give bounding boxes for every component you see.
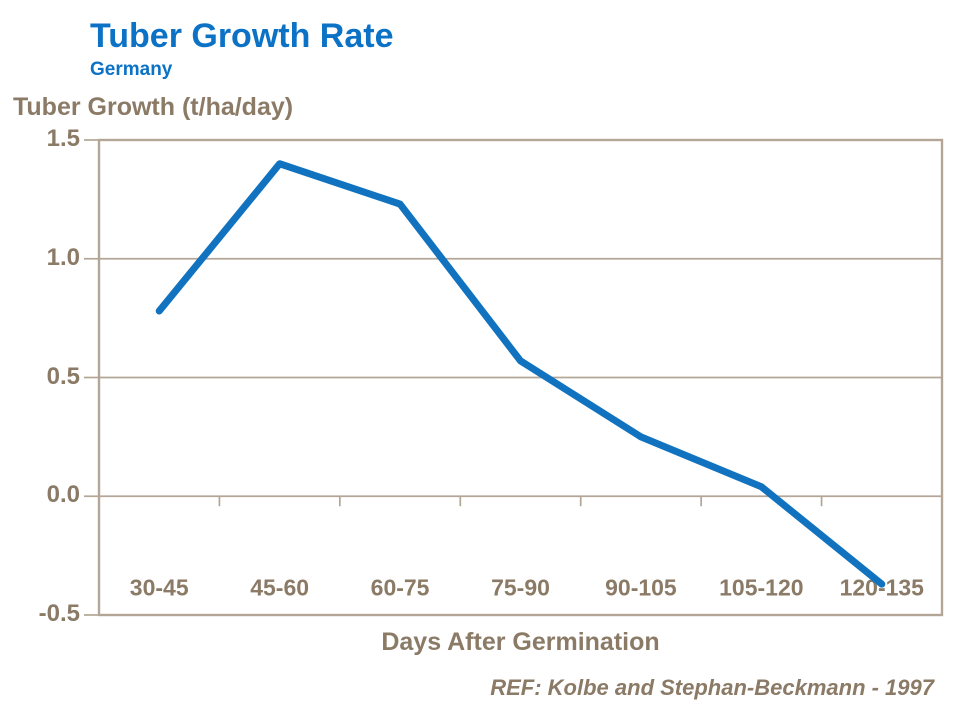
- y-tick-label: 1.0: [46, 243, 80, 271]
- x-axis-title: Days After Germination: [381, 628, 660, 656]
- x-tick-label: 120-135: [839, 574, 924, 601]
- y-axis-title: Tuber Growth (t/ha/day): [13, 93, 294, 121]
- axis-tick-marks: [84, 139, 823, 616]
- x-tick-label: 105-120: [719, 574, 804, 601]
- y-tick-label: 0.5: [46, 362, 80, 390]
- x-tick-label: 90-105: [605, 574, 677, 601]
- x-tick-label: 60-75: [370, 574, 430, 601]
- x-tick-label: 75-90: [491, 574, 550, 601]
- reference-note: REF: Kolbe and Stephan-Beckmann - 1997: [490, 675, 934, 700]
- y-tick-label: 0.0: [46, 481, 80, 509]
- chart-title: Tuber Growth Rate: [90, 17, 394, 55]
- x-tick-label: 30-45: [129, 574, 189, 601]
- y-tick-label: -0.5: [38, 599, 80, 627]
- gridlines: [99, 257, 942, 498]
- plot-border: [97, 138, 944, 617]
- series-line-tuber-growth: [155, 160, 886, 588]
- y-tick-label: 1.5: [46, 124, 80, 152]
- x-tick-label: 45-60: [250, 574, 310, 601]
- chart-subtitle: Germany: [90, 59, 173, 80]
